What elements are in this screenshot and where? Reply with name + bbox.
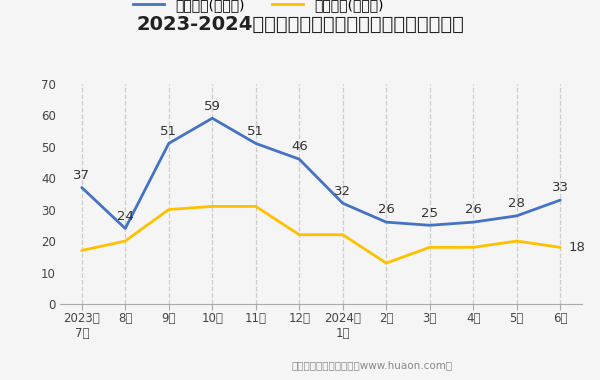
Text: 51: 51 <box>247 125 264 138</box>
Text: 18: 18 <box>568 241 585 254</box>
Text: 46: 46 <box>291 141 308 154</box>
Text: 33: 33 <box>552 181 569 195</box>
Text: 37: 37 <box>73 169 90 182</box>
Text: 24: 24 <box>117 210 134 223</box>
Text: 制图：华经产业研究院（www.huaon.com）: 制图：华经产业研究院（www.huaon.com） <box>292 361 452 370</box>
Text: 26: 26 <box>378 203 395 217</box>
Text: 51: 51 <box>160 125 177 138</box>
Text: 2023-2024年郑州市商品收发货人所在地进、出口额: 2023-2024年郑州市商品收发货人所在地进、出口额 <box>136 15 464 34</box>
Text: 59: 59 <box>204 100 221 112</box>
Text: 28: 28 <box>508 197 525 210</box>
Text: 25: 25 <box>421 207 438 220</box>
Text: 32: 32 <box>334 185 351 198</box>
Text: 26: 26 <box>465 203 482 217</box>
Legend: 出口总额(亿美元), 进口总额(亿美元): 出口总额(亿美元), 进口总额(亿美元) <box>133 0 383 12</box>
